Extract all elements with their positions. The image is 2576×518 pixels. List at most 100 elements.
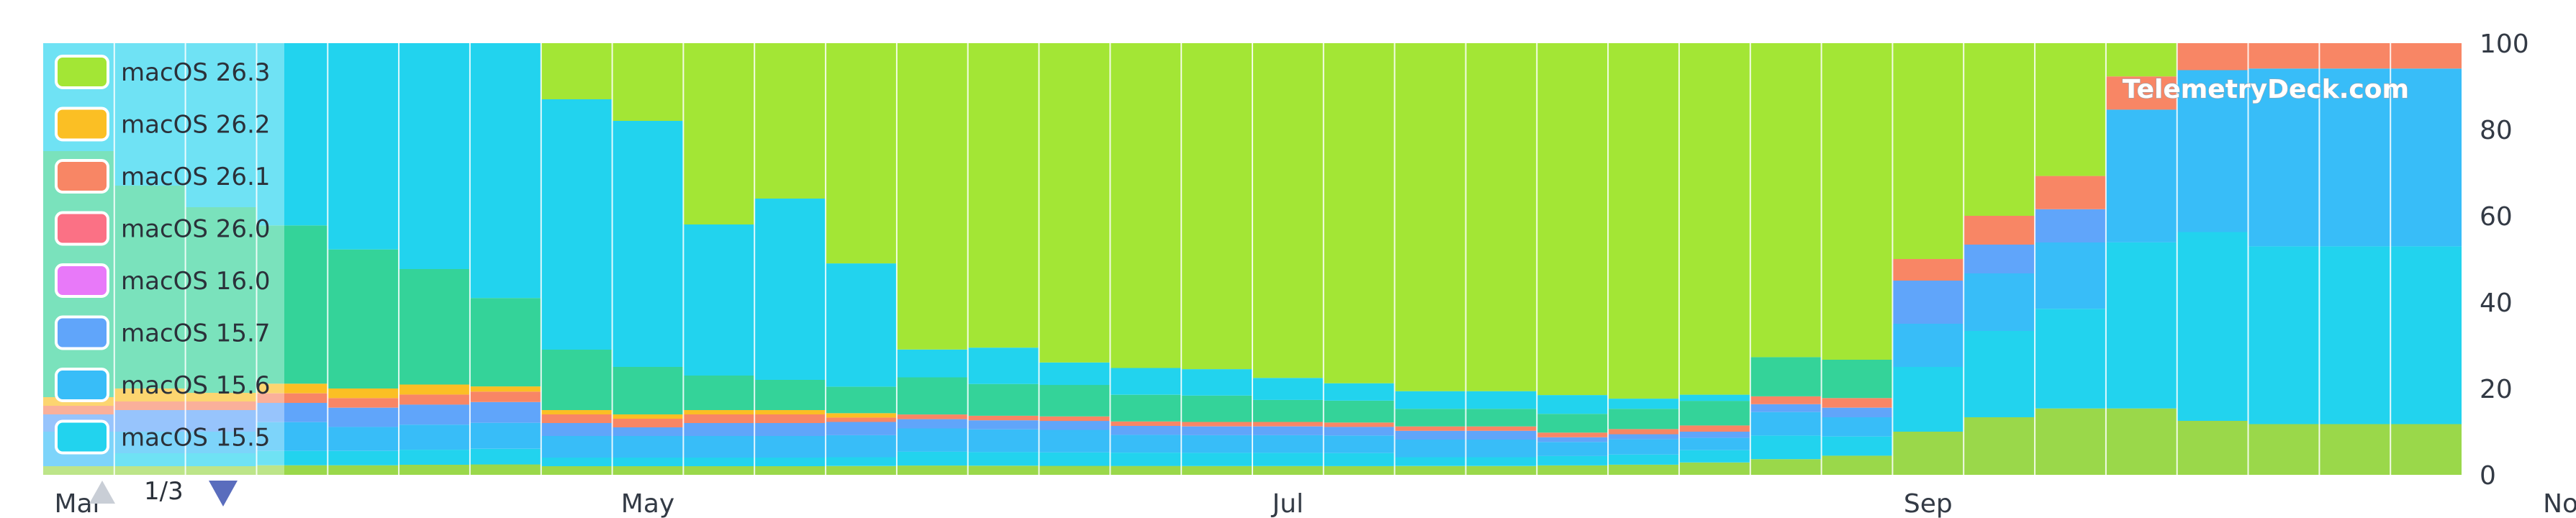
bar-segment xyxy=(896,414,968,419)
bar-segment xyxy=(185,393,257,401)
bar-segment xyxy=(1323,465,1395,475)
bar-segment xyxy=(826,435,897,458)
pager-text: 1/3 xyxy=(144,477,184,506)
bar-segment xyxy=(1537,414,1609,433)
bar-segment xyxy=(327,465,399,475)
bar-segment xyxy=(185,432,257,453)
bar-segment xyxy=(185,401,257,410)
bar-segment xyxy=(612,419,684,427)
legend-swatch xyxy=(55,419,109,455)
bar-segment xyxy=(1110,368,1182,395)
bar-segment xyxy=(1821,43,1893,360)
bar-segment xyxy=(399,404,470,425)
bar-segment xyxy=(1678,432,1750,438)
bar-segment xyxy=(826,457,897,466)
bar-segment xyxy=(2035,43,2106,176)
x-tick-label: Jul xyxy=(1271,489,1303,518)
bar-segment xyxy=(327,427,399,451)
bar-segment xyxy=(256,403,328,422)
bar-segment xyxy=(2390,246,2462,424)
bar-segment xyxy=(1039,416,1111,422)
bar-segment xyxy=(1821,360,1893,399)
legend-item[interactable]: macOS 26.1 xyxy=(55,159,271,194)
legend-item[interactable]: macOS 26.2 xyxy=(55,106,271,142)
bar-segment xyxy=(1252,422,1324,427)
bar-segment xyxy=(1039,421,1111,430)
bar-segment xyxy=(967,465,1039,475)
bar-segment xyxy=(1963,245,2035,273)
triangle-down-icon[interactable] xyxy=(209,481,238,506)
bar-segment xyxy=(1608,434,1679,440)
bar-segment xyxy=(1892,324,1964,367)
bar-segment xyxy=(185,207,257,393)
bar-segment xyxy=(612,367,684,414)
legend-item[interactable]: macOS 15.6 xyxy=(55,368,271,402)
bar-segment xyxy=(2105,109,2177,242)
bar-segment xyxy=(2105,242,2177,409)
bar-segment xyxy=(327,43,399,250)
bar-segment xyxy=(185,466,257,475)
watermark-text: TelemetryDeck.com xyxy=(2123,75,2409,104)
bar-segment xyxy=(612,414,684,419)
bar-segment xyxy=(1465,43,1537,391)
bar-segment xyxy=(896,428,968,452)
bar-segment xyxy=(1039,43,1111,363)
bar-segment xyxy=(1465,426,1537,431)
bar-segment xyxy=(1323,383,1395,401)
bar-segment xyxy=(683,423,755,436)
bar-segment xyxy=(754,199,826,380)
legend-item[interactable]: macOS 15.5 xyxy=(55,419,271,455)
bar-segment xyxy=(1394,391,1466,409)
bar-segment xyxy=(612,121,684,367)
bar-segment xyxy=(1252,435,1324,453)
x-tick-label: Sep xyxy=(1904,489,1953,518)
bar-segment xyxy=(612,458,684,466)
bar-segment xyxy=(683,458,755,466)
legend-swatch xyxy=(55,159,109,194)
legend-item[interactable]: macOS 26.0 xyxy=(55,211,271,246)
bar-segment xyxy=(826,263,897,387)
legend-swatch xyxy=(55,263,109,298)
bar-segment xyxy=(1678,425,1750,432)
bar-segment xyxy=(1323,435,1395,453)
bar-segment xyxy=(1465,430,1537,440)
bar-segment xyxy=(541,414,613,423)
bar-segment xyxy=(896,43,968,350)
bar-segment xyxy=(1252,399,1324,422)
bar-segment xyxy=(1608,439,1679,455)
legend-label: macOS 15.6 xyxy=(121,371,271,400)
bar-segment xyxy=(1323,453,1395,466)
legend-item[interactable]: macOS 15.7 xyxy=(55,315,271,350)
bar-segment xyxy=(1323,43,1395,383)
bar-segment xyxy=(2035,309,2106,409)
legend-item[interactable]: macOS 26.3 xyxy=(55,55,271,89)
bar-segment xyxy=(1892,367,1964,432)
bar-segment xyxy=(1537,437,1609,442)
bar-segment xyxy=(896,419,968,429)
bar-segment xyxy=(2105,76,2177,110)
bar-segment xyxy=(1465,409,1537,427)
bar-segment xyxy=(754,43,826,199)
triangle-up-icon[interactable] xyxy=(89,481,115,504)
legend-swatch xyxy=(55,315,109,350)
bar-segment xyxy=(826,43,897,264)
bar-segment xyxy=(1750,459,1822,475)
bar-segment xyxy=(1750,435,1822,460)
bar-segment xyxy=(1608,409,1679,430)
legend-swatch xyxy=(55,211,109,246)
legend-item[interactable]: macOS 16.0 xyxy=(55,263,271,298)
bar-segment xyxy=(469,401,541,423)
bar-segment xyxy=(1821,398,1893,408)
bar-segment xyxy=(1678,437,1750,450)
bar-segment xyxy=(1608,429,1679,435)
bar-segment xyxy=(967,383,1039,416)
bar-segment xyxy=(185,453,257,466)
bar-segment xyxy=(896,465,968,475)
bar-segment xyxy=(2390,68,2462,247)
y-tick-label: 20 xyxy=(2480,375,2513,404)
bar-segment xyxy=(469,464,541,475)
bar-segment xyxy=(1963,331,2035,417)
bar-segment xyxy=(1537,395,1609,414)
y-tick-label: 40 xyxy=(2480,288,2513,318)
